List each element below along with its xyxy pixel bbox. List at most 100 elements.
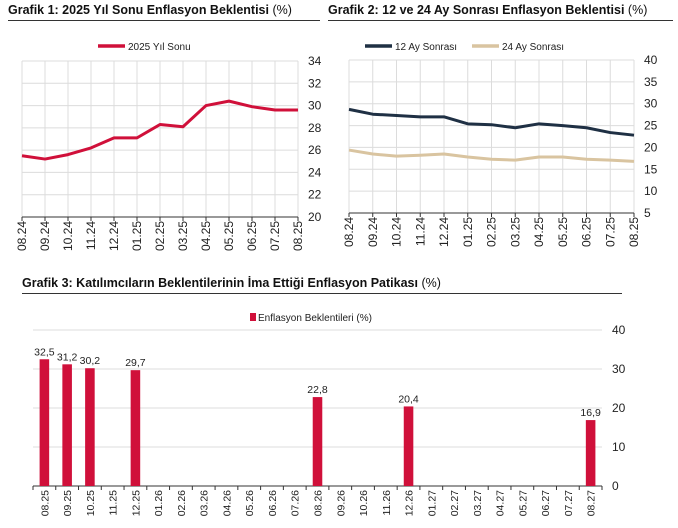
chart2-ytick-label: 15 xyxy=(644,162,658,176)
chart3-data-label: 16,9 xyxy=(580,407,601,419)
chart3-xtick-label: 12.26 xyxy=(404,490,416,516)
chart2-xtick-label: 06.25 xyxy=(580,217,594,247)
chart2-ytick-label: 20 xyxy=(644,140,658,154)
chart3-xtick-label: 03.27 xyxy=(472,490,484,516)
chart3-ytick-label: 10 xyxy=(612,440,626,454)
chart1-xtick-label: 04.25 xyxy=(199,221,213,251)
chart1-xtick-label: 11.24 xyxy=(84,221,98,250)
chart3-title-unit: (%) xyxy=(421,276,441,290)
chart3-title: Grafik 3: Katılımcıların Beklentilerinin… xyxy=(22,276,622,294)
chart2-ytick-label: 30 xyxy=(644,97,658,111)
chart3-xtick-label: 08.26 xyxy=(313,490,325,516)
chart3-xtick-label: 08.25 xyxy=(39,490,51,516)
chart2-ytick-label: 10 xyxy=(644,184,658,198)
chart1-xtick-label: 07.25 xyxy=(268,221,282,251)
chart3-bar xyxy=(85,368,95,486)
chart3-bar xyxy=(39,359,50,486)
chart2-xtick-label: 03.25 xyxy=(508,217,522,247)
chart1-xtick-label: 06.25 xyxy=(245,221,259,251)
chart3-ytick-label: 0 xyxy=(612,479,619,493)
chart2-xtick-label: 08.24 xyxy=(342,217,356,247)
chart2-xtick-label: 08.25 xyxy=(627,217,641,247)
chart3-xtick-label: 07.26 xyxy=(290,490,302,516)
chart2-xtick-label: 12.24 xyxy=(437,217,451,247)
chart3-data-label: 30,2 xyxy=(80,355,101,367)
chart2-xtick-label: 05.25 xyxy=(556,217,570,247)
chart1-xtick-label: 03.25 xyxy=(176,221,190,251)
chart3-xtick-label: 06.27 xyxy=(540,490,552,516)
chart2-legend-label: 24 Ay Sonrası xyxy=(502,42,564,53)
chart3-bar xyxy=(585,420,596,486)
chart2-legend-label: 12 Ay Sonrası xyxy=(395,42,457,53)
chart3-ytick-label: 20 xyxy=(612,401,626,415)
chart3-xtick-label: 09.25 xyxy=(62,490,74,516)
chart3-xtick-label: 12.25 xyxy=(130,490,142,516)
chart1-xtick-label: 09.24 xyxy=(38,221,52,251)
chart3-legend-label: Enflasyon Beklentileri (%) xyxy=(258,313,372,324)
chart3-bar xyxy=(403,406,414,486)
chart1-ytick-label: 28 xyxy=(308,121,322,135)
chart3-ytick-label: 40 xyxy=(612,323,626,337)
chart2-title-unit: (%) xyxy=(627,3,648,17)
chart1-xtick-label: 05.25 xyxy=(222,221,236,251)
chart1-xtick-label: 08.25 xyxy=(291,221,305,251)
chart3-xtick-label: 10.26 xyxy=(358,490,370,516)
chart3-xtick-label: 10.25 xyxy=(85,490,97,516)
chart3-legend-swatch xyxy=(250,313,256,321)
chart3-data-label: 29,7 xyxy=(125,357,146,369)
chart1-title: Grafik 1: 2025 Yıl Sonu Enflasyon Beklen… xyxy=(8,3,320,21)
chart1-ytick-label: 30 xyxy=(308,99,322,113)
chart1-xtick-label: 02.25 xyxy=(153,221,167,251)
chart2-ytick-label: 25 xyxy=(644,119,658,133)
chart3-data-label: 20,4 xyxy=(398,393,419,405)
chart2-ytick-label: 35 xyxy=(644,75,658,89)
chart3-data-label: 32,5 xyxy=(34,346,55,358)
chart1-legend-label: 2025 Yıl Sonu xyxy=(128,42,191,53)
chart3-xtick-label: 06.26 xyxy=(267,490,279,516)
chart3-bar xyxy=(130,370,141,486)
chart3-xtick-label: 11.25 xyxy=(108,490,120,516)
chart3-xtick-label: 09.26 xyxy=(335,490,347,516)
chart2-xtick-label: 10.24 xyxy=(390,217,404,247)
chart2-xtick-label: 11.24 xyxy=(413,217,427,246)
chart2-title: Grafik 2: 12 ve 24 Ay Sonrası Enflasyon … xyxy=(328,3,673,21)
chart3-xtick-label: 02.27 xyxy=(449,490,461,516)
chart1-xtick-label: 01.25 xyxy=(130,221,144,251)
chart2-title-text: Grafik 2: 12 ve 24 Ay Sonrası Enflasyon … xyxy=(328,3,625,17)
chart3-data-label: 22,8 xyxy=(307,384,328,396)
chart3-title-text: Grafik 3: Katılımcıların Beklentilerinin… xyxy=(22,276,418,290)
chart3-xtick-label: 08.27 xyxy=(586,490,598,516)
chart3-bar xyxy=(62,364,72,486)
chart1-ytick-label: 20 xyxy=(308,210,322,224)
chart1-title-text: Grafik 1: 2025 Yıl Sonu Enflasyon Beklen… xyxy=(8,3,269,17)
chart2-xtick-label: 09.24 xyxy=(366,217,380,247)
chart3-ytick-label: 30 xyxy=(612,362,626,376)
chart1-ytick-label: 34 xyxy=(308,54,322,68)
chart3-xtick-label: 04.26 xyxy=(221,490,233,516)
chart3-xtick-label: 05.26 xyxy=(244,490,256,516)
chart3-xtick-label: 01.27 xyxy=(426,490,438,516)
chart2-xtick-label: 02.25 xyxy=(485,217,499,247)
chart3-xtick-label: 01.26 xyxy=(153,490,165,516)
chart3-data-label: 31,2 xyxy=(57,351,78,363)
chart1-ytick-label: 32 xyxy=(308,76,322,90)
chart1-ytick-label: 24 xyxy=(308,165,322,179)
chart3-xtick-label: 05.27 xyxy=(517,490,529,516)
chart3-bar xyxy=(312,397,323,486)
chart2-xtick-label: 07.25 xyxy=(603,217,617,247)
chart3-xtick-label: 02.26 xyxy=(176,490,188,516)
chart1-xtick-label: 10.24 xyxy=(61,221,75,251)
chart2-xtick-label: 01.25 xyxy=(461,217,475,247)
chart1-ytick-label: 22 xyxy=(308,188,322,202)
chart3-xtick-label: 07.27 xyxy=(563,490,575,516)
chart1-title-unit: (%) xyxy=(272,3,292,17)
chart2-ytick-label: 40 xyxy=(644,53,658,67)
chart3-xtick-label: 03.26 xyxy=(199,490,211,516)
chart1-xtick-label: 08.24 xyxy=(15,221,29,251)
chart2-ytick-label: 5 xyxy=(644,206,651,220)
chart3-xtick-label: 04.27 xyxy=(495,490,507,516)
chart1-ytick-label: 26 xyxy=(308,143,322,157)
chart2-xtick-label: 04.25 xyxy=(532,217,546,247)
